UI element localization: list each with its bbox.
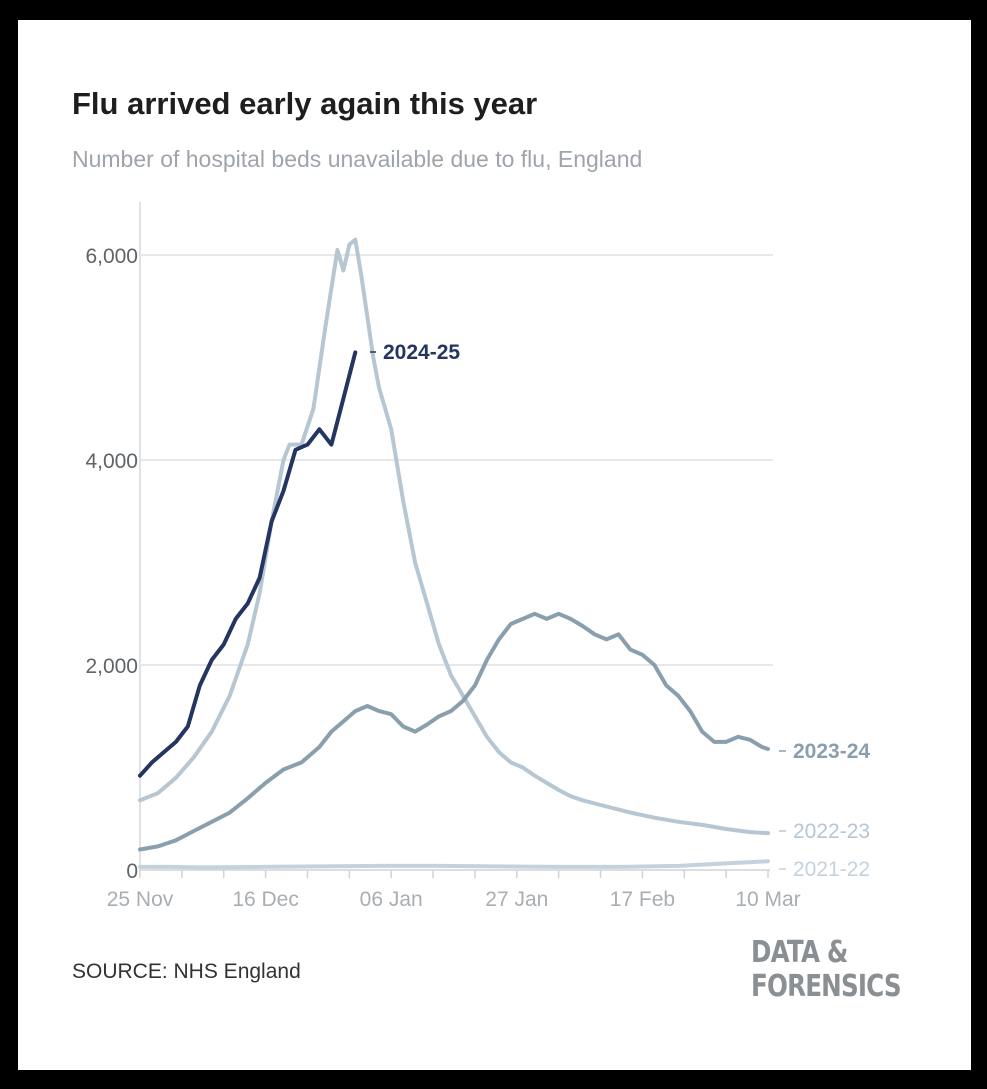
series-line-2022-23 [138, 237, 770, 836]
line-chart: 0 2,000 4,000 6,000 25 Nov 16 Dec 06 Jan 27 Jan… [85, 202, 870, 911]
logo-line-2: FORENSICS [751, 969, 902, 1004]
series-line-2023-24 [138, 611, 770, 852]
series-label-2021-22: 2021-22 [793, 858, 870, 881]
y-tick-label: 2,000 [85, 655, 138, 678]
source-note: SOURCE: NHS England [72, 960, 301, 983]
chart-title: Flu arrived early again this year [72, 86, 538, 121]
x-tick-label: 06 Jan [360, 888, 423, 911]
series-label-2024-25: 2024-25 [383, 341, 460, 364]
logo-line-1: DATA & [751, 935, 848, 970]
chart-subtitle: Number of hospital beds unavailable due … [72, 146, 643, 172]
series-label-2022-23: 2022-23 [793, 820, 870, 843]
y-tick-label: 6,000 [85, 245, 138, 268]
series-line-2021-22 [138, 859, 770, 870]
x-tick-label: 27 Jan [485, 888, 548, 911]
x-tick-label: 17 Feb [610, 888, 675, 911]
data-forensics-logo: DATA & FORENSICS [751, 935, 902, 1004]
y-tick-label: 0 [126, 860, 138, 883]
x-tick-label: 16 Dec [232, 888, 299, 911]
x-tick-label: 25 Nov [107, 888, 174, 911]
x-tick-label: 10 Mar [735, 888, 800, 911]
series-label-2023-24: 2023-24 [793, 740, 870, 763]
y-tick-label: 4,000 [85, 450, 138, 473]
series-line-2024-25 [138, 350, 358, 778]
chart-card: Flu arrived early again this year Number… [18, 20, 971, 1070]
